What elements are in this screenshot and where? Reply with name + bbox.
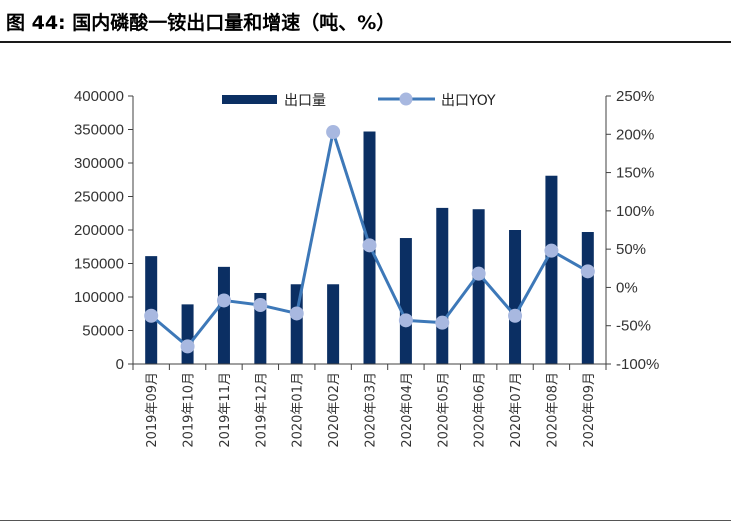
x-tick-label: 2020年06月 xyxy=(473,372,488,448)
x-tick-label: 2020年02月 xyxy=(327,372,342,448)
bar-9 xyxy=(436,207,449,364)
left-tick-label: 0 xyxy=(116,356,124,373)
x-tick-label: 2019年10月 xyxy=(182,372,197,448)
bar-6 xyxy=(327,284,340,364)
left-axis-ticks: 0 50000 100000 150000 200000 250000 300000 3500… xyxy=(74,88,133,373)
x-tick-label: 2020年09月 xyxy=(582,372,597,448)
x-tick-label: 2019年11月 xyxy=(218,372,233,448)
left-tick-label: 150000 xyxy=(74,256,124,273)
yoy-point-4 xyxy=(253,298,268,313)
x-tick-label: 2020年01月 xyxy=(291,372,306,448)
x-tick-label: 2019年12月 xyxy=(254,372,269,448)
left-tick-label: 350000 xyxy=(74,122,124,139)
x-tick-label: 2020年07月 xyxy=(509,372,524,448)
title-divider xyxy=(0,41,731,43)
yoy-point-6 xyxy=(326,124,341,139)
yoy-point-13 xyxy=(580,264,595,279)
right-tick-label: 150% xyxy=(616,165,654,182)
x-tick-label: 2020年05月 xyxy=(436,372,451,448)
yoy-point-8 xyxy=(398,313,413,328)
yoy-point-7 xyxy=(362,238,377,253)
bar-12 xyxy=(545,175,558,364)
left-tick-label: 400000 xyxy=(74,88,124,105)
x-tick-label: 2020年04月 xyxy=(400,372,415,448)
bottom-divider xyxy=(0,520,731,521)
left-tick-label: 50000 xyxy=(82,323,124,340)
left-tick-label: 100000 xyxy=(74,289,124,306)
yoy-point-5 xyxy=(289,306,304,321)
legend-swatch-marker xyxy=(399,92,413,106)
x-tick-label: 2019年09月 xyxy=(145,372,160,448)
line-series-group xyxy=(144,124,595,354)
left-tick-label: 200000 xyxy=(74,222,124,239)
right-tick-label: 0% xyxy=(616,279,638,296)
right-tick-label: -100% xyxy=(616,356,659,373)
bar-13 xyxy=(581,232,594,364)
legend-swatch-bar xyxy=(222,95,277,104)
x-axis-ticks: 2019年09月 2019年10月 2019年11月 2019年12月 2020年01月… xyxy=(132,364,607,448)
bar-2 xyxy=(181,304,194,364)
legend: 出口量 出口YOY xyxy=(222,92,496,109)
right-tick-label: 100% xyxy=(616,203,654,220)
right-tick-label: 50% xyxy=(616,241,646,258)
right-tick-label: -50% xyxy=(616,318,651,335)
left-tick-label: 250000 xyxy=(74,189,124,206)
yoy-point-11 xyxy=(508,308,523,323)
legend-label-line: 出口YOY xyxy=(441,93,496,109)
right-axis-ticks: -100% -50% 0% 50% 100% 150% 200% 250% xyxy=(606,88,659,373)
bar-3 xyxy=(217,266,230,364)
x-tick-label: 2020年08月 xyxy=(545,372,560,448)
yoy-point-9 xyxy=(435,315,450,330)
legend-label-bar: 出口量 xyxy=(284,93,326,109)
bar-10 xyxy=(472,209,485,364)
bar-11 xyxy=(509,230,522,364)
bar-8 xyxy=(399,238,412,364)
figure-title: 图 44: 国内磷酸一铵出口量和增速（吨、%） xyxy=(6,12,396,34)
yoy-point-12 xyxy=(544,243,559,258)
right-tick-label: 200% xyxy=(616,126,654,143)
yoy-point-10 xyxy=(471,266,486,281)
x-tick-label: 2020年03月 xyxy=(364,372,379,448)
yoy-point-2 xyxy=(180,339,195,354)
left-tick-label: 300000 xyxy=(74,155,124,172)
right-tick-label: 250% xyxy=(616,88,654,105)
yoy-point-3 xyxy=(216,293,231,308)
yoy-point-1 xyxy=(144,308,159,323)
